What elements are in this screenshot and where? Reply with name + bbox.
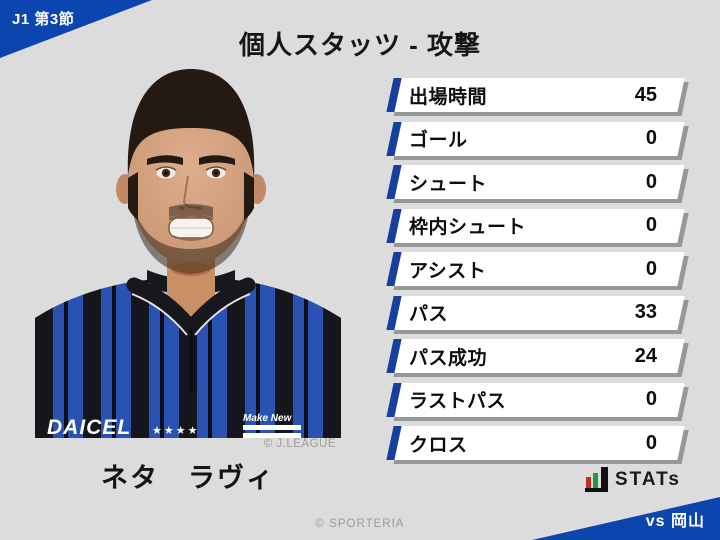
- stat-label: ゴール: [409, 130, 468, 151]
- stat-value: 0: [645, 170, 657, 193]
- beard: [131, 194, 251, 274]
- eyes: [155, 166, 227, 179]
- stat-value: 0: [645, 214, 657, 236]
- stat-label: アシスト: [409, 260, 487, 282]
- opponent-label: vs 岡山: [645, 513, 705, 530]
- stat-row-goals: ゴール 0: [386, 121, 681, 156]
- stat-value: 33: [634, 301, 657, 323]
- stat-label: パス成功: [409, 347, 488, 369]
- bar-chart-icon: [585, 467, 608, 492]
- stat-accent-bar: [386, 295, 402, 330]
- eyebrows: [147, 155, 183, 165]
- jersey-stars: ★★★★: [152, 425, 199, 437]
- stat-row-crosses: クロス 0: [386, 426, 681, 460]
- player-name: ネタ ラヴィ: [101, 463, 275, 493]
- mouth: [168, 214, 214, 241]
- stat-value: 0: [645, 388, 657, 410]
- face: [127, 69, 255, 274]
- jersey-sponsor-text: DAICEL: [47, 416, 131, 438]
- stat-label: パス: [409, 304, 449, 325]
- hair: [127, 69, 255, 178]
- player-photo: DAICEL ★★★★ Make New: [35, 56, 341, 439]
- site-copyright: © SPORTERIA: [315, 518, 405, 530]
- stats-list: 出場時間 45 ゴール 0 シュート 0 枠内シュート 0 アシスト 0 パス …: [386, 78, 681, 460]
- stat-accent-bar: [386, 165, 402, 199]
- stats-logo-label: STATs: [615, 469, 681, 490]
- page-title: 個人スタッツ - 攻撃: [238, 30, 482, 60]
- matchday-badge-label: J1 第3節: [12, 11, 75, 28]
- stat-row-passes-completed: パス成功 24: [386, 339, 681, 373]
- stat-accent-bar: [386, 426, 402, 460]
- stat-row-passes: パス 33: [386, 295, 681, 330]
- collar: [126, 277, 256, 392]
- photo-credit: © J.LEAGUE: [263, 438, 336, 450]
- stat-label: ラストパス: [409, 391, 507, 412]
- stat-row-assists: アシスト 0: [386, 252, 681, 286]
- stat-value: 0: [645, 257, 657, 280]
- stat-row-shots: シュート 0: [386, 165, 681, 199]
- stat-label: シュート: [409, 173, 488, 195]
- stat-row-key-passes: ラストパス 0: [386, 382, 681, 417]
- stat-accent-bar: [386, 339, 402, 373]
- player-portrait-illustration: DAICEL ★★★★ Make New: [35, 69, 341, 439]
- stat-accent-bar: [386, 121, 402, 156]
- stat-label: クロス: [409, 434, 468, 456]
- chin-shadow: [171, 262, 211, 276]
- jersey-slogan-text: Make New: [243, 413, 293, 424]
- stat-label: 出場時間: [409, 86, 488, 108]
- stat-value: 0: [645, 431, 657, 454]
- stat-value: 0: [645, 127, 657, 149]
- jersey-slogan-box: [243, 425, 301, 438]
- stats-service-logo: STATs: [585, 467, 681, 492]
- stat-row-minutes: 出場時間 45: [386, 78, 681, 112]
- jersey: [35, 280, 341, 438]
- stat-accent-bar: [386, 78, 402, 112]
- stat-accent-bar: [386, 252, 402, 286]
- stat-accent-bar: [386, 382, 402, 417]
- stat-label: 枠内シュート: [409, 217, 527, 238]
- stat-row-shots-on-target: 枠内シュート 0: [386, 208, 681, 243]
- mustache: [169, 204, 213, 217]
- stat-value: 24: [634, 344, 657, 367]
- stat-value: 45: [634, 83, 657, 106]
- stat-accent-bar: [386, 208, 402, 243]
